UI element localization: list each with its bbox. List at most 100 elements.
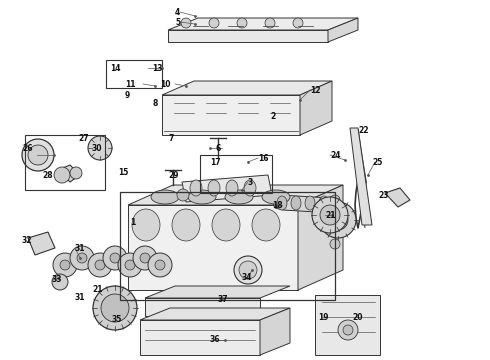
Circle shape xyxy=(320,202,356,238)
Text: 25: 25 xyxy=(372,158,382,166)
Circle shape xyxy=(140,253,150,263)
Circle shape xyxy=(103,246,127,270)
Text: 36: 36 xyxy=(210,336,221,345)
Ellipse shape xyxy=(225,190,253,204)
Ellipse shape xyxy=(190,180,202,196)
Circle shape xyxy=(77,253,87,263)
Ellipse shape xyxy=(188,190,216,204)
Polygon shape xyxy=(140,320,260,355)
Circle shape xyxy=(239,261,257,279)
Polygon shape xyxy=(260,308,290,355)
Polygon shape xyxy=(145,298,260,316)
Circle shape xyxy=(265,18,275,28)
Ellipse shape xyxy=(305,196,315,210)
Ellipse shape xyxy=(172,209,200,241)
Polygon shape xyxy=(145,286,290,298)
Text: 10: 10 xyxy=(160,80,171,89)
Ellipse shape xyxy=(151,190,179,204)
Ellipse shape xyxy=(132,209,160,241)
Polygon shape xyxy=(162,95,300,135)
Text: 12: 12 xyxy=(310,86,320,95)
Circle shape xyxy=(88,253,112,277)
Circle shape xyxy=(101,294,129,322)
Text: 17: 17 xyxy=(210,158,221,166)
Polygon shape xyxy=(298,185,343,290)
Text: 1: 1 xyxy=(130,217,135,226)
Text: 11: 11 xyxy=(125,80,136,89)
Text: 7: 7 xyxy=(168,134,173,143)
Circle shape xyxy=(209,18,219,28)
Text: 8: 8 xyxy=(152,99,157,108)
Polygon shape xyxy=(182,175,272,202)
Circle shape xyxy=(155,260,165,270)
Circle shape xyxy=(343,325,353,335)
Circle shape xyxy=(110,253,120,263)
Text: 21: 21 xyxy=(325,211,336,220)
Circle shape xyxy=(177,189,189,201)
Circle shape xyxy=(60,260,70,270)
Text: 33: 33 xyxy=(52,275,63,284)
Circle shape xyxy=(293,18,303,28)
Text: 14: 14 xyxy=(110,63,121,72)
Circle shape xyxy=(338,320,358,340)
Circle shape xyxy=(70,167,82,179)
Text: 26: 26 xyxy=(22,144,32,153)
Bar xyxy=(120,192,335,300)
Text: 4: 4 xyxy=(175,8,180,17)
Circle shape xyxy=(95,260,105,270)
Ellipse shape xyxy=(212,209,240,241)
Text: 21: 21 xyxy=(92,285,102,294)
Text: 16: 16 xyxy=(258,153,269,162)
Text: 9: 9 xyxy=(125,90,130,99)
Circle shape xyxy=(328,210,348,230)
Ellipse shape xyxy=(277,196,287,210)
Text: 37: 37 xyxy=(218,296,229,305)
Ellipse shape xyxy=(291,196,301,210)
Ellipse shape xyxy=(226,180,238,196)
Text: 15: 15 xyxy=(118,167,128,176)
Polygon shape xyxy=(168,18,358,30)
Circle shape xyxy=(28,145,48,165)
Circle shape xyxy=(88,136,112,160)
Circle shape xyxy=(22,139,54,171)
Text: 35: 35 xyxy=(112,315,122,324)
Bar xyxy=(25,135,105,190)
Circle shape xyxy=(133,246,157,270)
Circle shape xyxy=(148,253,172,277)
Circle shape xyxy=(330,239,340,249)
Text: 32: 32 xyxy=(22,235,32,244)
Polygon shape xyxy=(140,308,290,320)
Ellipse shape xyxy=(244,180,256,196)
Text: 22: 22 xyxy=(358,126,368,135)
Circle shape xyxy=(237,18,247,28)
Circle shape xyxy=(312,197,348,233)
Polygon shape xyxy=(300,81,332,135)
Circle shape xyxy=(54,167,70,183)
Circle shape xyxy=(52,274,68,290)
Circle shape xyxy=(93,286,137,330)
Text: 31: 31 xyxy=(75,293,85,302)
Text: 28: 28 xyxy=(42,171,52,180)
Text: 31: 31 xyxy=(75,243,85,252)
Text: 34: 34 xyxy=(242,274,252,283)
Text: 30: 30 xyxy=(92,144,102,153)
Text: 23: 23 xyxy=(378,190,389,199)
Circle shape xyxy=(330,195,340,205)
Circle shape xyxy=(125,260,135,270)
Polygon shape xyxy=(328,18,358,42)
Text: 3: 3 xyxy=(248,177,253,186)
Circle shape xyxy=(181,18,191,28)
Ellipse shape xyxy=(208,180,220,196)
Text: 18: 18 xyxy=(272,201,283,210)
Text: 29: 29 xyxy=(168,171,178,180)
Circle shape xyxy=(320,205,340,225)
Text: 24: 24 xyxy=(330,150,341,159)
Text: 5: 5 xyxy=(175,18,180,27)
Circle shape xyxy=(70,246,94,270)
Circle shape xyxy=(330,217,340,227)
Polygon shape xyxy=(128,205,298,290)
Ellipse shape xyxy=(262,190,290,204)
Polygon shape xyxy=(58,165,80,182)
Text: 2: 2 xyxy=(270,112,275,121)
Text: 27: 27 xyxy=(78,134,89,143)
